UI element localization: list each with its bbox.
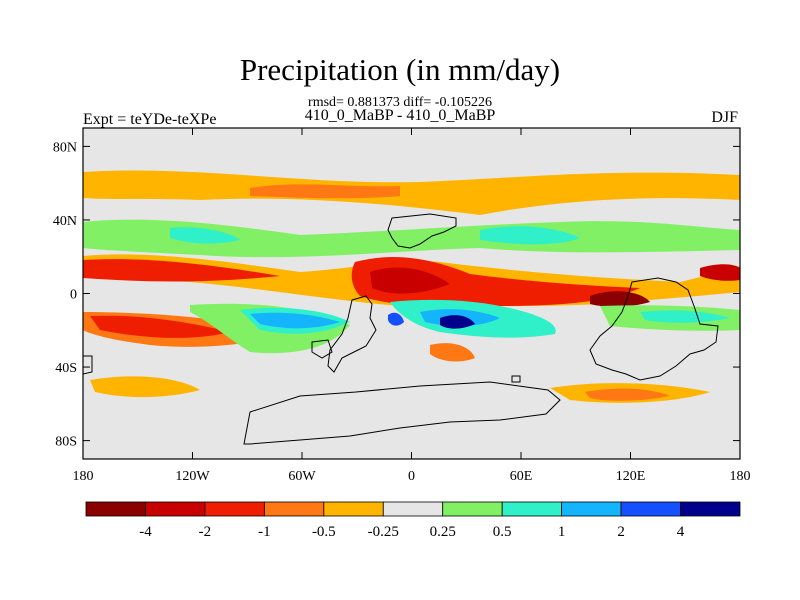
- colorbar-label: 0.5: [493, 524, 512, 540]
- x-tick-label: 60W: [288, 469, 316, 484]
- y-tick-label: 80S: [55, 435, 77, 450]
- colorbar-label: -2: [199, 524, 212, 540]
- y-tick-label: 40N: [53, 214, 77, 229]
- coastlines: [83, 213, 719, 445]
- colorbar: -4 -2 -1 -0.5 -0.25 0.25 0.5 1 2 4: [85, 501, 741, 540]
- x-tick-label: 180: [730, 469, 751, 484]
- colorbar-label: -0.25: [368, 524, 399, 540]
- colorbar-swatch: [145, 501, 206, 517]
- colorbar-label: -4: [139, 524, 152, 540]
- colorbar-swatch: [620, 501, 681, 517]
- y-tick-label: 80N: [53, 140, 77, 155]
- chart-title: Precipitation (in mm/day): [239, 52, 561, 87]
- colorbar-swatch: [204, 501, 265, 517]
- colorbar-label: -0.5: [312, 524, 336, 540]
- colorbar-swatch: [85, 501, 146, 517]
- colorbar-swatch: [323, 501, 384, 517]
- y-tick-label: 40S: [55, 361, 77, 376]
- colorbar-label: 2: [617, 524, 625, 540]
- colorbar-swatch: [263, 501, 325, 517]
- chart-subtitle: 410_0_MaBP - 410_0_MaBP: [304, 107, 496, 124]
- colorbar-swatch: [501, 501, 563, 517]
- x-tick-label: 0: [408, 469, 415, 484]
- x-tick-label: 120W: [175, 469, 210, 484]
- x-tick-label: 120E: [616, 469, 646, 484]
- colorbar-swatch: [561, 501, 622, 517]
- stats-text: rmsd= 0.881373 diff= -0.105226: [308, 95, 492, 110]
- experiment-label: Expt = teYDe-teXPe: [83, 111, 217, 128]
- season-label: DJF: [711, 109, 738, 126]
- x-tick-label: 180: [73, 469, 94, 484]
- contour-field: [83, 128, 740, 459]
- y-axis: 80N 40N 0 40S 80S: [53, 140, 740, 450]
- y-tick-label: 0: [70, 288, 77, 303]
- x-axis: 180 120W 60W 0 60E 120E 180: [73, 128, 751, 484]
- colorbar-label: 4: [677, 524, 685, 540]
- x-tick-label: 60E: [510, 469, 533, 484]
- colorbar-swatch: [382, 501, 444, 517]
- colorbar-swatch: [680, 501, 741, 517]
- colorbar-label: 1: [558, 524, 566, 540]
- colorbar-swatch: [442, 501, 503, 517]
- colorbar-label: -1: [258, 524, 271, 540]
- colorbar-label: 0.25: [430, 524, 456, 540]
